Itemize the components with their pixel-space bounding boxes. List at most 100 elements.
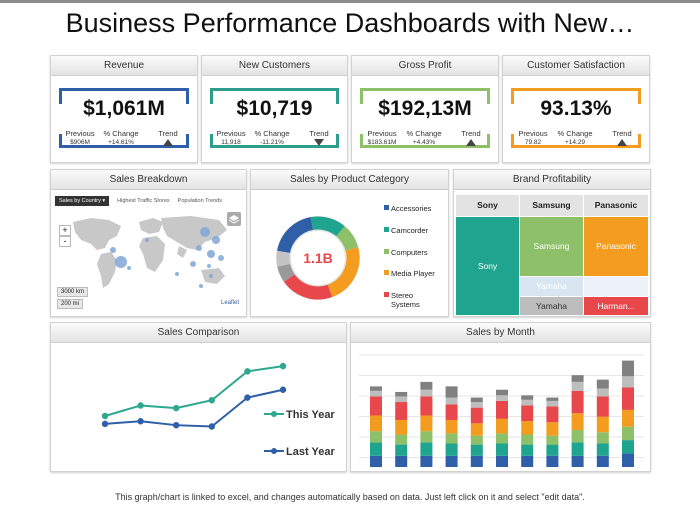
bar-segment[interactable]	[395, 391, 408, 397]
donut-slice-stereo-systems[interactable]	[284, 274, 333, 300]
column-samsung[interactable]: Samsung	[520, 195, 583, 216]
bar-segment[interactable]	[445, 386, 458, 398]
map-attribution[interactable]: Leaflet	[221, 300, 239, 306]
legend-stereo-systems[interactable]: Stereo Systems	[384, 291, 436, 309]
bar-segment[interactable]	[546, 397, 559, 401]
bar-segment[interactable]	[521, 421, 534, 435]
bar-segment[interactable]	[622, 376, 634, 388]
bar-segment[interactable]	[370, 415, 382, 432]
bar-segment[interactable]	[571, 442, 584, 456]
column-panasonic[interactable]: Panasonic	[584, 195, 648, 216]
data-point[interactable]	[173, 404, 180, 412]
bar-segment[interactable]	[370, 386, 382, 391]
bar-segment[interactable]	[420, 455, 433, 467]
data-point[interactable]	[101, 420, 109, 428]
bar-segment[interactable]	[521, 399, 534, 406]
bar-segment[interactable]	[470, 455, 483, 467]
tab-highest-traffic-stores[interactable]: Highest Traffic Stores	[117, 198, 170, 204]
bar-segment[interactable]	[596, 416, 609, 433]
sales-comparison-panel[interactable]: Sales Comparison This Year Last Year	[50, 322, 347, 472]
data-point[interactable]	[208, 397, 215, 404]
data-point[interactable]	[101, 412, 109, 420]
column-sony[interactable]: Sony	[456, 195, 519, 216]
bar-segment[interactable]	[470, 402, 483, 408]
bar-segment[interactable]	[546, 400, 559, 407]
bar-segment[interactable]	[496, 443, 508, 456]
bar-segment[interactable]	[470, 444, 483, 456]
revenue-card[interactable]: Revenue $1,061M Previous $906M % Change +1…	[50, 55, 198, 163]
bar-segment[interactable]	[521, 434, 534, 445]
data-point[interactable]	[244, 368, 251, 375]
bar-segment[interactable]	[571, 430, 584, 443]
bar-segment[interactable]	[596, 443, 609, 456]
bar-segment[interactable]	[596, 455, 609, 467]
cell-harman[interactable]: Harman...	[584, 297, 648, 315]
bar-segment[interactable]	[622, 360, 634, 377]
bar-segment[interactable]	[470, 435, 483, 445]
bar-segment[interactable]	[596, 379, 609, 389]
bar-segment[interactable]	[395, 434, 408, 445]
data-point[interactable]	[137, 402, 144, 409]
bar-segment[interactable]	[370, 396, 382, 416]
tab-sales-by-country[interactable]: Sales by Country ▾	[55, 196, 110, 206]
bar-segment[interactable]	[496, 389, 508, 396]
bar-segment[interactable]	[445, 397, 458, 405]
bar-segment[interactable]	[546, 435, 559, 445]
data-point[interactable]	[208, 423, 215, 430]
legend-computers[interactable]: Computers	[384, 248, 428, 257]
donut-slice-media-player[interactable]	[327, 247, 360, 297]
bar-segment[interactable]	[596, 388, 609, 397]
bar-segment[interactable]	[546, 406, 559, 423]
bar-segment[interactable]	[596, 396, 609, 417]
bar-segment[interactable]	[395, 444, 408, 456]
bar-segment[interactable]	[370, 455, 382, 467]
donut-slice-camcorder[interactable]	[310, 216, 345, 237]
data-point[interactable]	[279, 386, 287, 393]
bar-segment[interactable]	[420, 381, 433, 390]
cell-sony[interactable]: Sony	[456, 217, 519, 315]
bar-segment[interactable]	[395, 402, 408, 420]
bar-segment[interactable]	[521, 455, 534, 467]
legend-camcorder[interactable]: Camcorder	[384, 226, 428, 235]
cell-panasonic[interactable]: Panasonic	[584, 217, 648, 276]
donut-slice-other[interactable]	[277, 263, 295, 282]
bar-segment[interactable]	[370, 390, 382, 397]
legend-media-player[interactable]: Media Player	[384, 269, 435, 278]
tab-population-trends[interactable]: Population Trends	[177, 198, 222, 204]
bar-segment[interactable]	[622, 409, 634, 427]
data-point[interactable]	[173, 421, 180, 429]
bar-segment[interactable]	[622, 426, 634, 441]
cell-samsung[interactable]: Samsung	[520, 217, 583, 276]
bar-segment[interactable]	[470, 423, 483, 436]
bar-segment[interactable]	[395, 455, 408, 467]
bar-segment[interactable]	[571, 455, 584, 467]
bar-segment[interactable]	[521, 395, 534, 400]
donut-slice-computers[interactable]	[336, 226, 359, 251]
product-category-panel[interactable]: Sales by Product Category 1.1B Accessori…	[250, 169, 449, 317]
sales-by-month-chart[interactable]	[351, 343, 652, 471]
series-line-last-year[interactable]	[104, 388, 284, 428]
bar-segment[interactable]	[395, 419, 408, 435]
bar-segment[interactable]	[370, 431, 382, 443]
bar-segment[interactable]	[546, 444, 559, 456]
bar-segment[interactable]	[622, 453, 634, 467]
bar-segment[interactable]	[496, 418, 508, 434]
bar-segment[interactable]	[571, 375, 584, 382]
bar-segment[interactable]	[546, 422, 559, 436]
sales-comparison-chart[interactable]: This Year Last Year	[51, 343, 348, 471]
bar-segment[interactable]	[546, 455, 559, 467]
sales-breakdown-panel[interactable]: Sales Breakdown Sales by Country ▾ Highe…	[50, 169, 247, 317]
gross-profit-card[interactable]: Gross Profit $192,13M Previous $183.61M %…	[351, 55, 499, 163]
bar-segment[interactable]	[445, 433, 458, 444]
series-line-this-year[interactable]	[104, 365, 284, 417]
cell-yamaha[interactable]: Yamaha	[520, 297, 583, 315]
bar-segment[interactable]	[470, 407, 483, 424]
bar-segment[interactable]	[445, 419, 458, 434]
bar-segment[interactable]	[420, 396, 433, 416]
map-layers-icon[interactable]	[227, 212, 241, 226]
data-point[interactable]	[279, 362, 287, 370]
bar-segment[interactable]	[496, 433, 508, 444]
sales-by-month-panel[interactable]: Sales by Month	[350, 322, 651, 472]
brand-profitability-panel[interactable]: Brand Profitability Sony Samsung Panason…	[453, 169, 651, 317]
satisfaction-card[interactable]: Customer Satisfaction 93.13% Previous 79.…	[502, 55, 650, 163]
